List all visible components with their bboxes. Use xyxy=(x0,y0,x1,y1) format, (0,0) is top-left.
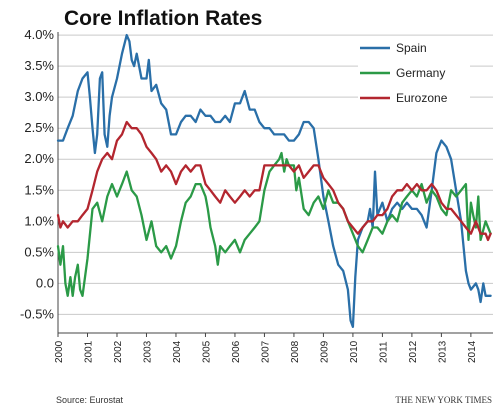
x-tick-label: 2003 xyxy=(142,340,153,363)
chart-title: Core Inflation Rates xyxy=(64,7,262,30)
x-tick-label: 2006 xyxy=(231,340,242,363)
legend-backdrop xyxy=(358,65,470,82)
x-tick-label: 2012 xyxy=(408,340,419,363)
y-tick-label: 1.0% xyxy=(24,213,54,228)
series-layer xyxy=(56,33,492,328)
y-tick-label: 3.5% xyxy=(24,58,54,73)
y-tick-label: 2.5% xyxy=(24,120,54,135)
x-tick-label: 2002 xyxy=(113,340,124,363)
x-tick-label: 2008 xyxy=(290,340,301,363)
y-tick-label: 0.0 xyxy=(36,275,54,290)
x-tick-label: 2004 xyxy=(172,340,183,363)
y-tick-label: 3.0% xyxy=(24,89,54,104)
legend-label-eurozone: Eurozone xyxy=(396,91,448,105)
y-tick-label: -0.5% xyxy=(20,306,54,321)
y-tick-label: 1.5% xyxy=(24,182,54,197)
y-tick-label: 4.0% xyxy=(24,27,54,42)
legend-label-spain: Spain xyxy=(396,41,427,55)
x-tick-label: 2007 xyxy=(260,340,271,363)
x-tick-label: 2005 xyxy=(201,340,212,363)
x-tick-label: 2011 xyxy=(378,341,389,363)
series-line-spain xyxy=(56,33,492,328)
y-tick-label: 2.0% xyxy=(24,151,54,166)
x-tick-label: 2009 xyxy=(319,340,330,363)
axis-layer: -0.5% 0.0 0.5% 1.0% 1.5% 2.0% 2.5% 3.0% 3.5% 4.0%… xyxy=(20,27,493,363)
x-tick-label: 2001 xyxy=(83,340,94,363)
legend: Spain Germany Eurozone xyxy=(358,40,470,107)
series-line-germany xyxy=(56,151,492,297)
series-line-eurozone xyxy=(56,120,492,242)
legend-label-germany: Germany xyxy=(396,66,445,80)
x-tick-label: 2014 xyxy=(467,340,478,363)
x-tick-label: 2013 xyxy=(437,340,448,363)
legend-backdrop xyxy=(358,40,470,57)
y-tick-label: 0.5% xyxy=(24,244,54,259)
x-tick-label: 2010 xyxy=(349,340,360,363)
x-tick-label: 2000 xyxy=(54,340,65,363)
credit-note: THE NEW YORK TIMES xyxy=(395,395,492,405)
legend-backdrop xyxy=(358,90,470,107)
source-note: Source: Eurostat xyxy=(56,395,124,405)
